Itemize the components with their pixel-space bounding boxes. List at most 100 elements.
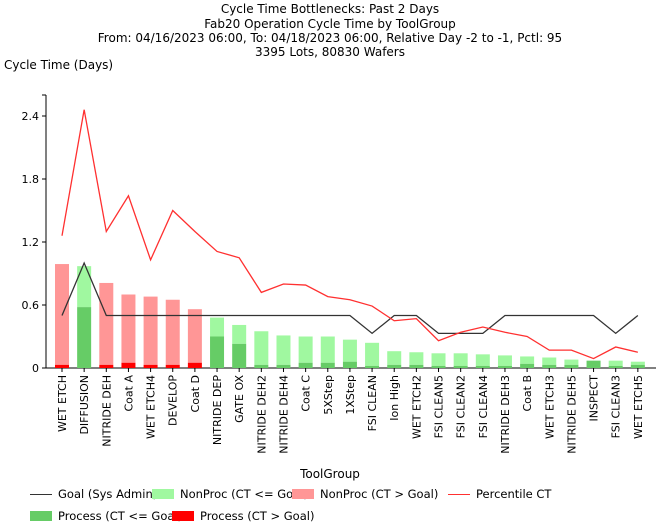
x-tick-label: Coat D — [189, 375, 202, 412]
bar-nonproc — [187, 309, 202, 363]
x-axis-label: ToolGroup — [300, 467, 360, 481]
bar-process — [475, 365, 490, 368]
x-tick-label: Ion High — [388, 375, 401, 421]
bar-nonproc — [475, 354, 490, 366]
chart-lot-count: 3395 Lots, 80830 Wafers — [255, 45, 405, 59]
legend-nonproc-bad-swatch — [292, 489, 314, 499]
bar-nonproc — [276, 335, 291, 365]
bar-nonproc — [165, 299, 180, 365]
bar-nonproc — [298, 336, 313, 363]
bar-nonproc — [409, 352, 424, 365]
y-tick-label: 1.8 — [22, 173, 40, 186]
y-tick-label: 2.4 — [22, 110, 40, 123]
bar-process — [608, 365, 623, 368]
chart-title: Cycle Time Bottlenecks: Past 2 Days — [220, 2, 440, 16]
bar-process — [409, 364, 424, 368]
bar-process — [187, 362, 202, 368]
legend-goal-label: Goal (Sys Admin) — [58, 487, 158, 501]
bar-process — [143, 364, 158, 368]
bar-process — [564, 364, 579, 368]
x-tick-label: FSI CLEAN5 — [433, 375, 446, 438]
legend-proc-ok: Process (CT <= Goal) — [30, 509, 182, 523]
bar-nonproc — [453, 353, 468, 366]
bar-nonproc — [254, 331, 269, 365]
y-tick-label: 1.2 — [22, 236, 40, 249]
bar-process — [586, 360, 601, 368]
bar-nonproc — [542, 357, 557, 365]
bar-process — [99, 364, 114, 368]
legend-goal-swatch — [30, 493, 52, 495]
bar-process — [520, 363, 535, 368]
goal-line — [61, 261, 639, 335]
x-tick-label: GATE OX — [233, 375, 246, 423]
x-tick-label: 1XStep — [344, 375, 357, 415]
x-tick-label: NITRIDE DEH4 — [277, 375, 290, 454]
legend-pctl: Percentile CT — [448, 487, 551, 501]
bar-process — [298, 362, 313, 368]
x-tick-label: WET ETCH3 — [543, 375, 556, 439]
x-tick-label: WET ETCH — [56, 375, 69, 432]
bar-process — [121, 362, 136, 368]
y-tick-label: 0.6 — [22, 299, 40, 312]
bar-nonproc — [232, 324, 247, 344]
bar-process — [254, 364, 269, 368]
x-tick-label: FSI CLEAN4 — [477, 375, 490, 438]
legend-proc-ok-label: Process (CT <= Goal) — [58, 509, 183, 523]
legend-nonproc-ok: NonProc (CT <= Goal) — [152, 487, 308, 501]
bar-process — [431, 365, 446, 368]
bar-process — [55, 364, 69, 368]
legend-nonproc-bad: NonProc (CT > Goal) — [292, 487, 438, 501]
y-axis-label: Cycle Time (Days) — [4, 58, 114, 72]
x-tick-label: Coat C — [300, 375, 313, 412]
x-tick-label: Coat A — [122, 375, 135, 412]
legend-pctl-label: Percentile CT — [476, 487, 552, 501]
legend-nonproc-bad-label: NonProc (CT > Goal) — [320, 487, 439, 501]
bar-nonproc — [320, 336, 335, 363]
x-tick-label: FSI CLEAN2 — [455, 375, 468, 438]
bar-process — [497, 365, 512, 368]
bar-nonproc — [342, 339, 357, 362]
x-tick-label: WET ETCH5 — [632, 375, 645, 439]
bar-process — [365, 365, 380, 368]
bar-nonproc — [77, 266, 92, 308]
bar-nonproc — [121, 294, 136, 363]
bar-process — [387, 364, 402, 368]
legend-goal: Goal (Sys Admin) — [30, 487, 157, 501]
bar-process — [276, 364, 291, 368]
bar-process — [342, 361, 357, 368]
bar-nonproc — [387, 351, 402, 365]
legend-proc-bad-swatch — [172, 511, 194, 521]
x-tick-label: INSPECT — [588, 375, 601, 422]
bar-process — [542, 364, 557, 368]
x-tick-label: NITRIDE DEH — [100, 375, 113, 447]
bar-process — [77, 307, 92, 368]
x-tick-label: 5XStep — [322, 375, 335, 415]
legend-nonproc-ok-swatch — [152, 489, 174, 499]
x-tick-label: WET ETCH4 — [145, 375, 158, 439]
bar-process — [320, 362, 335, 368]
chart-subtitle: Fab20 Operation Cycle Time by ToolGroup — [204, 17, 456, 31]
legend-proc-ok-swatch — [30, 511, 52, 521]
bar-nonproc — [608, 360, 623, 366]
bar-nonproc — [99, 282, 114, 365]
y-tick-label: 0 — [32, 362, 39, 375]
x-tick-label: DIFFUSION — [78, 375, 91, 435]
x-tick-label: WET ETCH2 — [410, 375, 423, 439]
bar-nonproc — [143, 296, 158, 365]
bar-nonproc — [564, 359, 579, 365]
x-tick-label: DEVELOP — [167, 375, 180, 426]
percentile-line — [61, 109, 639, 360]
bar-nonproc — [210, 317, 225, 337]
x-tick-label: NITRIDE DEH2 — [255, 375, 268, 454]
bar-nonproc — [497, 355, 512, 366]
x-tick-label: FSI CLEAN — [366, 375, 379, 431]
bar-process — [630, 364, 645, 368]
x-tick-label: Coat B — [521, 375, 534, 412]
legend-proc-bad-label: Process (CT > Goal) — [200, 509, 315, 523]
bar-nonproc — [520, 356, 535, 364]
legend-nonproc-ok-label: NonProc (CT <= Goal) — [180, 487, 308, 501]
x-tick-label: FSI CLEAN3 — [610, 375, 623, 438]
x-tick-label: NITRIDE DEH3 — [499, 375, 512, 454]
